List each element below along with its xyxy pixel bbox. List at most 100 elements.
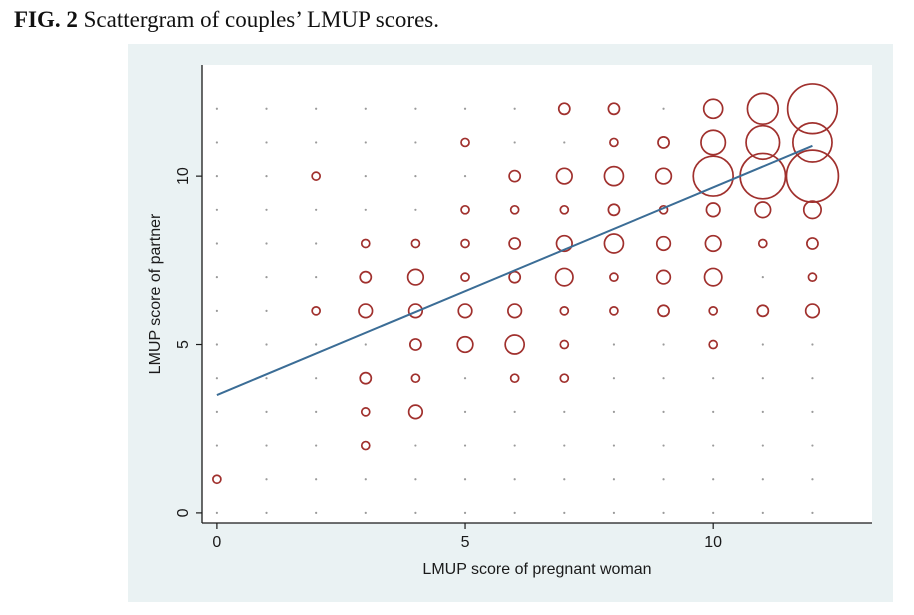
data-point [609, 137, 619, 148]
grid-dot [215, 343, 218, 346]
grid-dot [265, 242, 268, 245]
grid-dot [662, 107, 665, 110]
grid-dot [662, 377, 665, 380]
data-point [708, 305, 719, 316]
data-point [508, 270, 522, 284]
grid-dot [315, 410, 318, 413]
grid-dot [563, 410, 566, 413]
data-point [456, 335, 474, 354]
data-point [406, 268, 425, 286]
data-point [655, 269, 672, 285]
data-point [745, 124, 781, 161]
data-point [792, 122, 833, 163]
grid-dot [265, 107, 268, 110]
regression-line [216, 144, 813, 396]
data-point [555, 167, 573, 185]
grid-dot [761, 343, 764, 346]
grid-dot [761, 511, 764, 514]
data-point [360, 238, 371, 249]
grid-dots [215, 107, 814, 514]
data-point [508, 237, 522, 250]
grid-dot [414, 107, 417, 110]
data-point [785, 149, 840, 203]
data-point [702, 98, 724, 120]
data-point [754, 201, 772, 219]
grid-dot [414, 175, 417, 178]
data-point [508, 169, 522, 183]
data-point [557, 102, 571, 116]
grid-dot [712, 377, 715, 380]
data-point [460, 137, 470, 148]
x-tick-label: 10 [704, 534, 722, 551]
grid-dot [761, 276, 764, 279]
grid-dot [414, 208, 417, 211]
grid-dot [265, 478, 268, 481]
y-tick-label: 5 [175, 340, 192, 349]
grid-dot [265, 377, 268, 380]
data-point [408, 338, 422, 351]
grid-dot [513, 511, 516, 514]
grid-dot [612, 444, 616, 447]
data-point [554, 267, 574, 287]
grid-dot [364, 343, 367, 346]
grid-dot [265, 208, 268, 211]
grid-dot [364, 478, 367, 481]
figure-label: FIG. 2 [14, 7, 78, 32]
data-point [704, 234, 722, 253]
data-point [460, 272, 470, 283]
grid-dot [463, 410, 467, 413]
data-point [559, 204, 570, 215]
grid-dot [364, 511, 367, 514]
grid-dot [265, 444, 268, 447]
grid-dot [414, 444, 417, 447]
grid-dot [265, 175, 268, 178]
grid-dot [662, 343, 665, 346]
grid-dot [463, 511, 467, 514]
data-point [407, 404, 424, 420]
grid-dot [662, 478, 665, 481]
grid-dot [265, 309, 268, 312]
grid-dot [414, 511, 417, 514]
grid-dot [265, 410, 268, 413]
grid-dot [414, 478, 417, 481]
grid-dot [712, 410, 715, 413]
data-point [509, 204, 520, 215]
grid-dot [215, 141, 218, 144]
data-point [804, 303, 821, 319]
grid-dot [315, 276, 318, 279]
scatter-chart: 0 5 10 0 5 10 LMUP score of pregnant woman LM… [147, 65, 872, 578]
grid-dot [215, 208, 218, 211]
grid-dot [364, 107, 367, 110]
data-point [654, 167, 673, 185]
grid-dot [215, 410, 218, 413]
grid-dot [712, 444, 715, 447]
y-tick-label: 10 [175, 167, 192, 185]
data-point [757, 238, 768, 249]
data-point [311, 305, 321, 316]
grid-dot [215, 377, 218, 380]
data-point [410, 373, 421, 384]
grid-dot [662, 410, 665, 413]
grid-dot [712, 478, 715, 481]
grid-dot [463, 377, 467, 380]
grid-dot [761, 444, 764, 447]
grid-dot [265, 511, 268, 514]
data-point [603, 233, 625, 254]
data-point [507, 303, 523, 319]
data-point [655, 235, 672, 252]
data-markers [212, 83, 840, 485]
grid-dot [315, 208, 318, 211]
data-point [360, 440, 371, 451]
grid-dot [315, 377, 318, 380]
grid-dot [265, 141, 268, 144]
data-point [410, 238, 421, 249]
grid-dot [513, 107, 516, 110]
data-point [603, 165, 625, 187]
data-point [407, 303, 424, 319]
grid-dot [215, 107, 218, 110]
grid-dot [811, 511, 814, 514]
data-point [358, 303, 374, 319]
data-point [559, 305, 570, 316]
data-point [806, 237, 819, 250]
y-tick-label: 0 [175, 508, 192, 517]
